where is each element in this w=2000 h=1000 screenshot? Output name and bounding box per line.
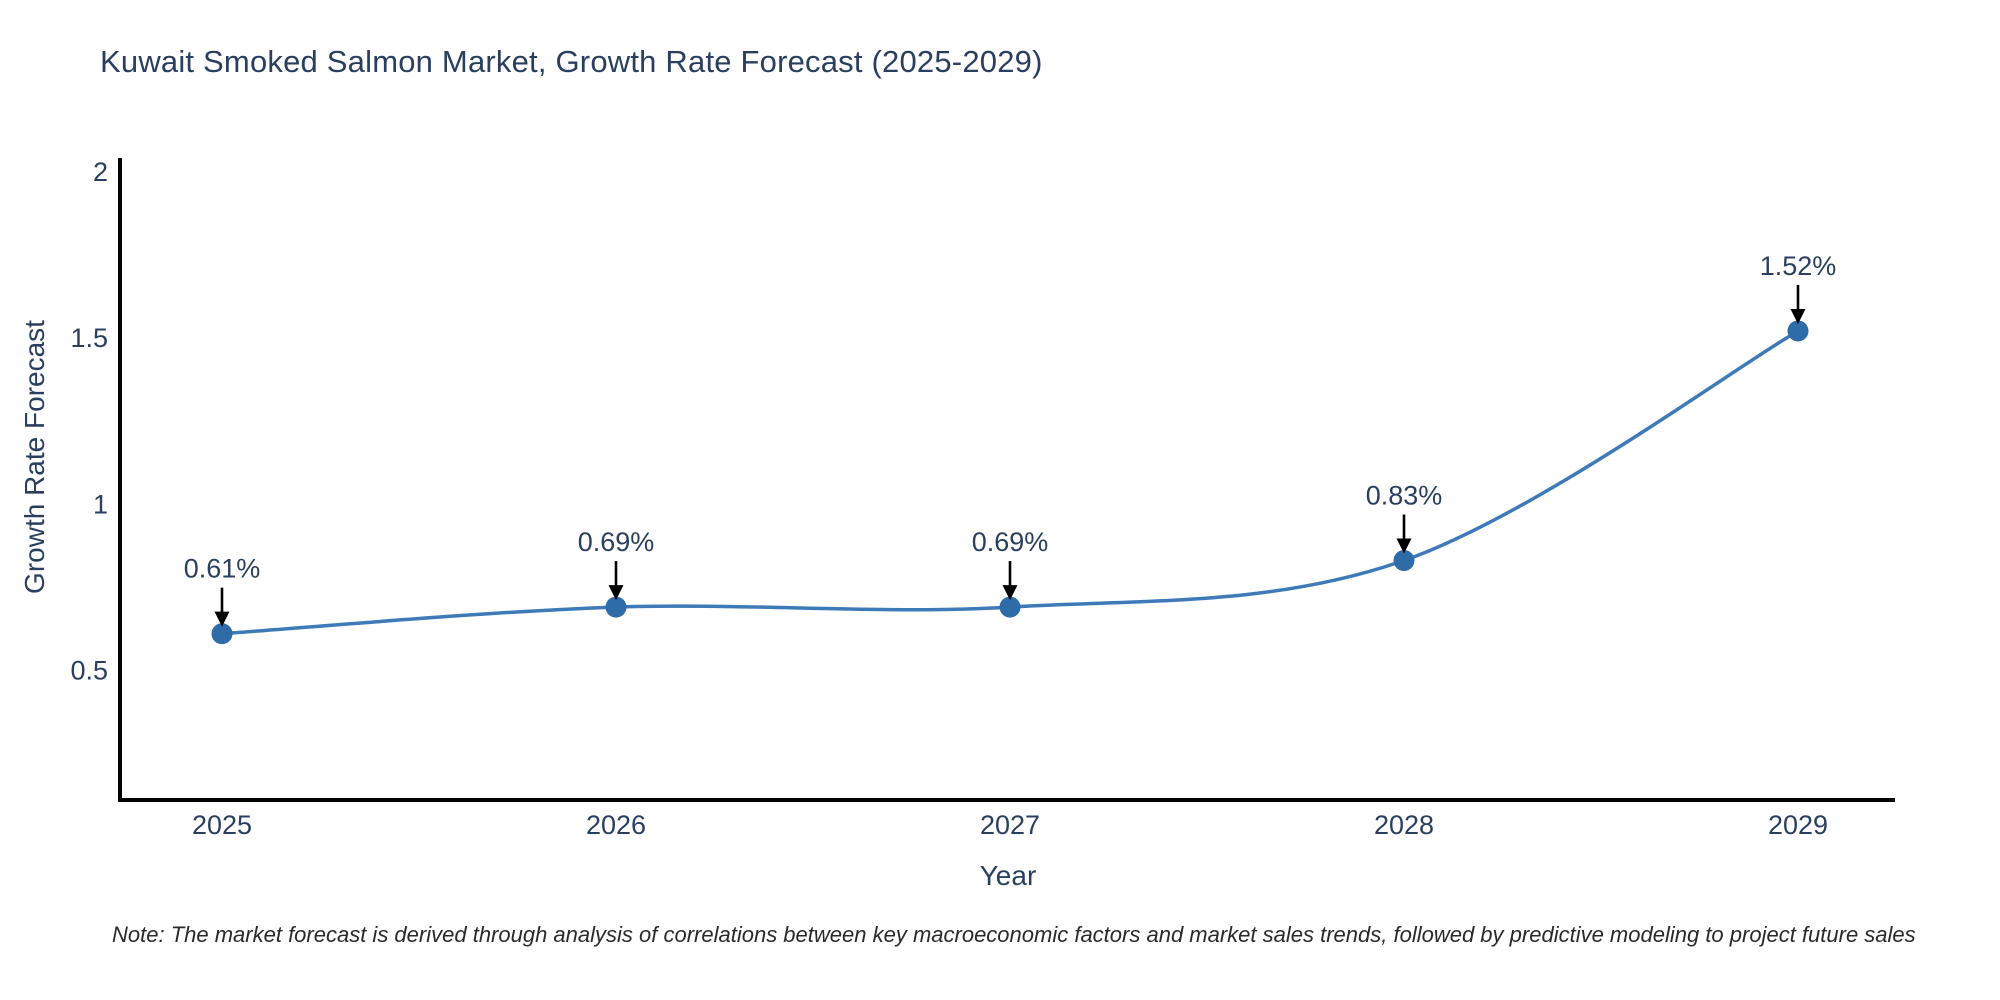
annotation-arrow-head <box>1396 538 1412 554</box>
annotation-label: 1.52% <box>1760 251 1837 281</box>
y-tick-label: 2 <box>93 157 108 187</box>
x-tick-label: 2025 <box>192 810 252 840</box>
data-point-marker <box>999 596 1021 618</box>
annotation-arrow-head <box>214 611 230 627</box>
y-axis-title: Growth Rate Forecast <box>19 320 50 594</box>
annotation-label: 0.83% <box>1366 480 1443 510</box>
x-tick-label: 2026 <box>586 810 646 840</box>
data-point-marker <box>211 623 233 645</box>
x-tick-label: 2028 <box>1374 810 1434 840</box>
chart-title: Kuwait Smoked Salmon Market, Growth Rate… <box>100 44 1043 79</box>
data-point-marker <box>1787 320 1809 342</box>
annotation-label: 0.61% <box>184 554 261 584</box>
annotation-label: 0.69% <box>578 527 655 557</box>
data-point-marker <box>1393 549 1415 571</box>
annotation-label: 0.69% <box>972 527 1049 557</box>
x-axis-title: Year <box>979 860 1037 891</box>
y-tick-label: 1.5 <box>70 323 108 353</box>
x-tick-label: 2029 <box>1768 810 1828 840</box>
annotation-arrow-head <box>608 585 624 601</box>
y-tick-label: 0.5 <box>70 656 108 686</box>
annotation-arrow-head <box>1002 585 1018 601</box>
footnote: Note: The market forecast is derived thr… <box>112 922 1916 947</box>
x-tick-label: 2027 <box>980 810 1040 840</box>
y-tick-label: 1 <box>93 489 108 519</box>
data-point-marker <box>605 596 627 618</box>
annotation-arrow-head <box>1790 308 1806 324</box>
